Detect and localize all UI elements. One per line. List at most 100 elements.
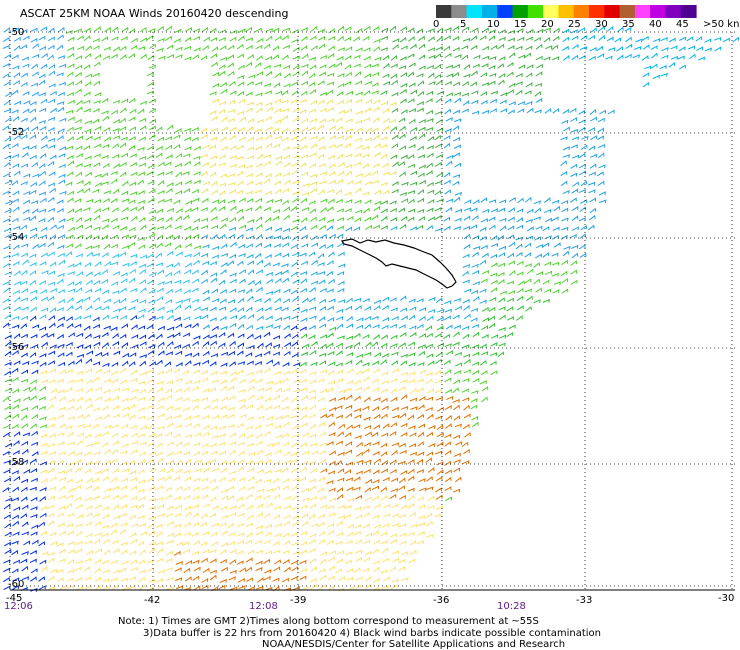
wind-barb <box>184 36 192 43</box>
wind-barb <box>84 333 92 339</box>
wind-barb <box>128 226 136 232</box>
wind-barb <box>328 397 336 402</box>
wind-barb <box>336 208 345 213</box>
wind-barb <box>364 216 371 222</box>
wind-barb <box>392 43 399 50</box>
wind-barb <box>516 295 524 302</box>
wind-barb <box>119 161 127 167</box>
wind-barb <box>653 38 661 43</box>
wind-barb <box>308 81 316 87</box>
wind-barb <box>49 368 57 374</box>
wind-barb <box>588 145 596 151</box>
wind-barb <box>83 206 91 212</box>
wind-barb <box>409 432 417 437</box>
wind-barb <box>290 576 298 581</box>
wind-barb <box>444 128 452 133</box>
wind-barb <box>110 326 118 331</box>
wind-barb <box>410 523 418 528</box>
wind-barb <box>292 477 300 482</box>
wind-barb <box>533 262 540 268</box>
wind-barb <box>300 197 308 204</box>
wind-barb <box>238 136 246 141</box>
wind-barb <box>229 36 237 42</box>
wind-barb <box>319 54 328 60</box>
wind-barb <box>435 505 443 510</box>
wind-barb <box>229 340 236 347</box>
wind-barb <box>121 198 130 203</box>
wind-barb <box>138 479 146 484</box>
wind-barb <box>419 307 427 312</box>
wind-barb <box>211 46 219 52</box>
wind-barb <box>426 451 433 457</box>
wind-barb <box>328 298 336 303</box>
wind-barb <box>201 252 209 258</box>
wind-barb <box>92 513 100 518</box>
wind-barb <box>67 549 75 554</box>
wind-barb <box>121 443 129 448</box>
wind-barb <box>463 233 471 240</box>
legend-swatch <box>436 5 452 18</box>
wind-barb <box>335 342 343 348</box>
wind-barb <box>373 397 381 402</box>
wind-barb <box>48 36 55 42</box>
wind-barb <box>317 253 325 259</box>
wind-barb <box>588 189 596 194</box>
wind-barb <box>121 560 129 565</box>
wind-barb <box>516 260 524 266</box>
wind-barb <box>137 503 144 510</box>
wind-barb <box>362 405 370 411</box>
wind-barb <box>47 116 56 121</box>
wind-barb <box>166 44 174 50</box>
wind-barb <box>30 181 37 187</box>
wind-barb <box>444 476 452 483</box>
wind-barb <box>444 80 452 86</box>
wind-barb <box>139 354 147 358</box>
wind-barb <box>139 117 147 122</box>
wind-barb <box>102 578 110 583</box>
wind-barb <box>157 198 165 204</box>
wind-barb <box>166 250 174 257</box>
wind-barb <box>218 441 226 447</box>
wind-barb <box>121 323 128 329</box>
wind-barb <box>93 361 101 366</box>
wind-barb <box>201 188 209 194</box>
wind-barb <box>398 65 407 70</box>
wind-barb <box>328 170 336 177</box>
wind-barb <box>445 198 454 203</box>
wind-barb <box>174 163 182 168</box>
wind-barb <box>281 269 289 275</box>
wind-barb <box>471 214 479 221</box>
wind-barb <box>148 98 156 104</box>
wind-barb <box>299 162 307 168</box>
wind-barb <box>210 277 218 284</box>
wind-barb <box>191 126 199 132</box>
wind-barb <box>246 460 254 465</box>
wind-barb <box>300 406 308 411</box>
wind-barb <box>103 549 111 556</box>
wind-barb <box>345 449 353 455</box>
wind-barb <box>490 235 498 241</box>
wind-barb <box>182 369 189 376</box>
wind-barb <box>11 217 19 223</box>
wind-barb <box>282 44 290 50</box>
wind-barb <box>380 442 388 448</box>
wind-barb <box>281 549 290 555</box>
wind-barb <box>120 379 127 385</box>
wind-barb <box>364 315 372 321</box>
wind-barb <box>418 344 426 349</box>
wind-barb <box>56 44 64 51</box>
wind-barb <box>103 413 110 420</box>
wind-barb <box>543 261 552 266</box>
wind-barb <box>291 296 299 302</box>
wind-barb <box>157 38 165 42</box>
wind-barb <box>391 578 399 583</box>
wind-barb <box>102 218 110 223</box>
wind-barb <box>75 253 83 258</box>
legend-swatch <box>604 5 621 18</box>
wind-barb <box>255 136 263 141</box>
wind-barb <box>76 298 83 304</box>
wind-barb <box>30 333 38 339</box>
wind-barb <box>264 386 272 392</box>
wind-barb <box>308 547 316 554</box>
wind-barb <box>220 253 229 257</box>
